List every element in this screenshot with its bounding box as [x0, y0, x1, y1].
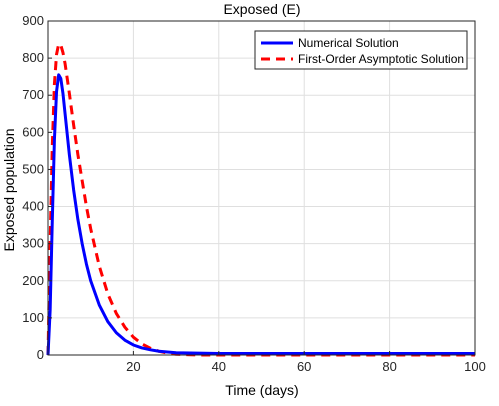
x-tick-label: 60: [297, 359, 311, 374]
x-axis-label: Time (days): [225, 382, 298, 398]
y-tick-label: 500: [22, 161, 44, 176]
x-tick-label: 100: [464, 359, 486, 374]
legend-label-asymptotic: First-Order Asymptotic Solution: [298, 52, 464, 66]
plot-frame: [47, 20, 476, 356]
chart-title: Exposed (E): [223, 1, 300, 17]
y-tick-label: 600: [22, 124, 44, 139]
legend-box: [254, 30, 468, 70]
x-tick-label: 20: [126, 359, 140, 374]
y-tick-label: 900: [22, 13, 44, 28]
y-axis-label: Exposed population: [1, 129, 17, 252]
x-tick-label: 80: [382, 359, 396, 374]
legend: Numerical Solution First-Order Asymptoti…: [254, 30, 468, 70]
series-line-numerical: [46, 73, 475, 356]
y-tick-label: 700: [22, 87, 44, 102]
y-tick-label: 200: [22, 273, 44, 288]
y-tick-label: 100: [22, 310, 44, 325]
x-tick-label: 40: [212, 359, 226, 374]
plot-area: [48, 21, 475, 355]
tick-layer: 20 40 60 80 100 0 100 200 300 400 500 600 700 800 900: [22, 13, 486, 374]
y-tick-label: 0: [37, 347, 44, 362]
legend-label-numerical: Numerical Solution: [298, 36, 399, 50]
y-tick-label: 300: [22, 236, 44, 251]
y-tick-label: 800: [22, 50, 44, 65]
y-tick-label: 400: [22, 199, 44, 214]
